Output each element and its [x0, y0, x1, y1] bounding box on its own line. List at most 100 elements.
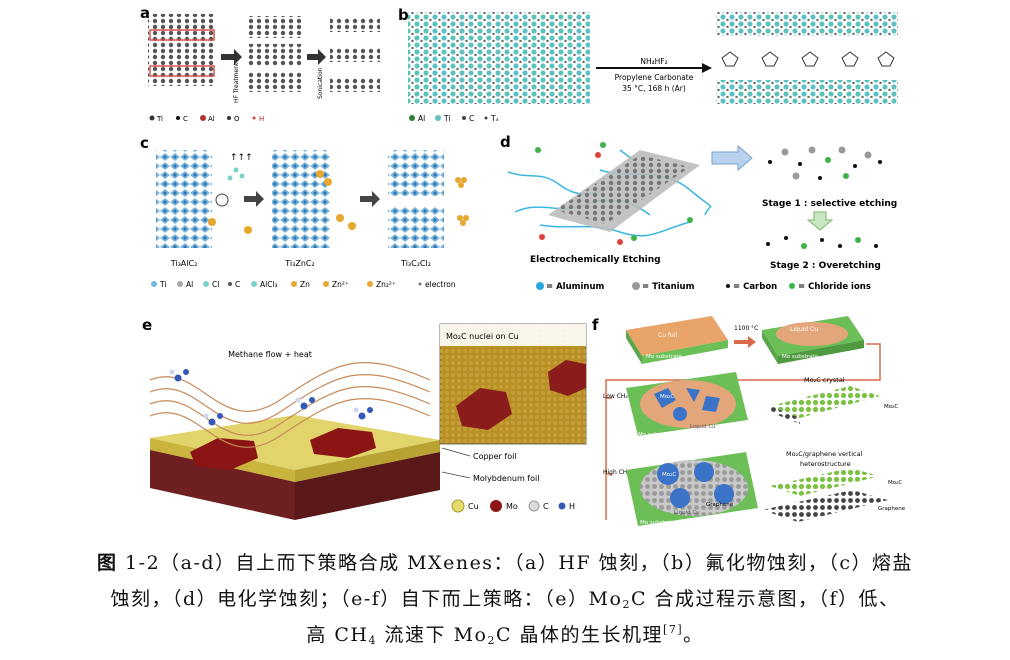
sonication-label: Sonication — [317, 67, 324, 99]
liquid-cu-label: Liquid Cu — [790, 326, 818, 333]
al-layer-highlight-bottom — [149, 65, 215, 77]
mxene-layer — [246, 72, 302, 92]
mo2c-crystal-side-label: Mo₂C — [884, 404, 898, 410]
panel-f-letter: f — [592, 316, 599, 334]
panel-c-letter: c — [140, 134, 149, 152]
substrate-label: Mo substrate — [782, 354, 819, 360]
panel-c: c ↑↑↑ Ti₃AlC₂ Ti₃ZnC₂ Ti₃C₂Cl₂ Ti Al Cl … — [140, 134, 469, 289]
ti3c2cl2-label: Ti₃C₂Cl₂ — [400, 259, 431, 268]
mxene-flake — [330, 48, 380, 62]
panel-d: d Stage 1 : selective etching — [500, 133, 897, 292]
reagent-label: NH₄HF₂ — [640, 57, 667, 66]
molybdenum-foil-label: Molybdenum foil — [473, 474, 539, 483]
hetero-label-2: heterostructure — [800, 460, 851, 468]
cu-foil-label: Cu foil — [658, 332, 677, 339]
arrow-icon — [307, 49, 326, 65]
graphene-label: Graphene — [706, 502, 734, 508]
mxene-layer — [246, 44, 302, 66]
substrate-label: Mo substrate — [646, 354, 683, 360]
intercalated-molecules — [721, 51, 895, 67]
svg-text:Al: Al — [186, 280, 193, 289]
svg-text:= Aluminum: = Aluminum — [546, 282, 604, 292]
etching-label: Electrochemically Etching — [530, 255, 661, 265]
molybdenum-foil-side — [295, 452, 440, 520]
mo2c-nucleus — [456, 388, 512, 430]
mo2c-crystal — [702, 396, 720, 412]
zn-atom — [208, 218, 216, 226]
liquid-cu — [776, 322, 848, 346]
mo2c-crystal — [673, 407, 687, 421]
arrow-icon — [360, 191, 380, 207]
mxene-bottom-layers — [716, 80, 898, 104]
svg-text:Ti: Ti — [156, 115, 163, 123]
panel-a: a HF Treatment Sonication Ti C Al O H — [140, 4, 380, 123]
svg-text:Al: Al — [418, 114, 425, 123]
conditions-label: 35 °C, 168 h (Ar) — [622, 84, 686, 93]
overetched-particles — [766, 236, 878, 249]
stage2-label: Stage 2 : Overetching — [770, 261, 881, 271]
svg-text:H: H — [569, 502, 575, 511]
solvent-label: Propylene Carbonate — [615, 73, 694, 82]
mo2c-crystal — [686, 388, 700, 402]
methane-molecules — [169, 369, 373, 426]
ti3alc2-structure — [156, 150, 212, 248]
panel-a-legend: Ti C Al O H — [149, 115, 264, 123]
arrow-icon — [244, 191, 264, 207]
svg-text:C: C — [469, 114, 474, 123]
arrow-icon — [711, 144, 753, 172]
panel-f: f Cu foil Mo substrate 1100 °C Liquid Cu… — [592, 316, 906, 526]
svg-text:Tₓ: Tₓ — [490, 114, 499, 123]
arrow-head-icon — [702, 63, 712, 73]
svg-text:= Carbon: = Carbon — [733, 282, 777, 292]
mo2c-side-label: Mo₂C — [888, 480, 902, 486]
etched-particles — [768, 146, 882, 180]
zn-atom — [348, 222, 356, 230]
mo2c-crystal — [654, 388, 676, 408]
zn-cluster — [457, 215, 469, 226]
zn-atom — [324, 178, 332, 186]
mxene-layer — [246, 16, 302, 38]
panel-e-letter: e — [142, 316, 152, 334]
zn-atom — [244, 226, 252, 234]
liquid-cu-label: Liquid Cu — [674, 510, 700, 516]
max-phase-lattice — [148, 14, 216, 86]
svg-text:AlCl₃: AlCl₃ — [260, 280, 278, 289]
mo2c-crystal — [657, 463, 679, 485]
svg-text:Al: Al — [208, 115, 215, 123]
mo2c-crystal-lattice — [770, 386, 880, 418]
caption-line-3: 高 CH4 流速下 Mo2C 晶体的生长机理[7]。 — [306, 623, 704, 647]
ti3alc2-label: Ti₃AlC₂ — [170, 259, 198, 268]
panel-d-legend: = Aluminum = Titanium = Carbon = Chlorid… — [536, 282, 871, 292]
gas-release-icon: ↑↑↑ — [230, 153, 253, 163]
hf-treatment-label: HF Treatment — [233, 62, 240, 103]
liquid-cu-label: Liquid Cu — [690, 424, 716, 430]
mo2c-lattice — [770, 468, 880, 496]
low-ch4-label: Low CH₄ — [603, 393, 628, 400]
zn-atom — [316, 170, 324, 178]
mxene-flake — [330, 18, 380, 32]
caption-line-2: 蚀刻，（d）电化学蚀刻；（e-f）自下而上策略：（e）Mo2C 合成过程示意图，… — [110, 588, 900, 611]
reaction-site — [215, 193, 229, 207]
hetero-label-1: Mo₂C/graphene vertical — [786, 450, 863, 458]
svg-text:= Titanium: = Titanium — [642, 282, 695, 292]
svg-text:O: O — [234, 115, 240, 123]
svg-text:Cu: Cu — [468, 502, 479, 511]
svg-text:C: C — [183, 115, 188, 123]
max-lattice-b — [408, 12, 590, 104]
temp-label: 1100 °C — [734, 325, 758, 332]
svg-text:Zn²⁺: Zn²⁺ — [332, 280, 349, 289]
down-arrow-icon — [806, 211, 834, 231]
ti3znc2-label: Ti₃ZnC₂ — [284, 259, 314, 268]
mo2c-crystal-label: Mo₂C crystal — [804, 376, 845, 384]
mo2c-crystal — [310, 428, 376, 458]
caption-line-1: 图 1-2（a-d）自上而下策略合成 MXenes：（a）HF 蚀刻，（b）氟化… — [97, 552, 913, 574]
figure: a HF Treatment Sonication Ti C Al O H b … — [140, 4, 906, 526]
substrate-label: Mo substrate — [640, 520, 677, 526]
svg-text:Zn₂²⁺: Zn₂²⁺ — [376, 280, 396, 289]
mo2c-label: Mo₂C — [662, 472, 676, 478]
panel-e: e Methane flow + heat Copper foil Molybd… — [142, 316, 587, 520]
svg-text:C: C — [543, 502, 549, 511]
liquid-cu — [640, 380, 736, 428]
mo2c-label: Mo₂C — [660, 394, 674, 400]
ti3c2cl2-flake — [388, 206, 444, 248]
